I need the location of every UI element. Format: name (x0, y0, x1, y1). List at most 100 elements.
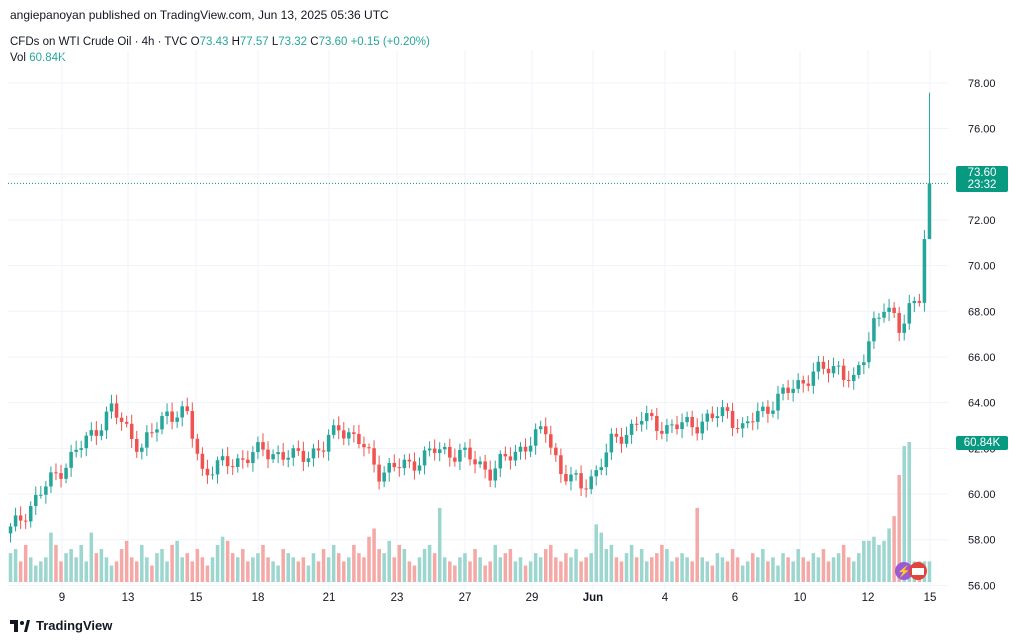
close-label: C (310, 36, 319, 48)
volume-bar (104, 557, 109, 582)
candle-body (124, 421, 129, 424)
candle-body (442, 446, 447, 450)
volume-bar (609, 544, 614, 582)
price-tick-label: 60.00 (968, 489, 996, 501)
candle-body (59, 473, 63, 479)
volume-bar (437, 507, 442, 582)
volume-bar (857, 553, 861, 582)
ohlc-legend-row: CFDs on WTI Crude Oil · 4h · TVC O73.43 … (10, 34, 430, 50)
volume-bar (589, 553, 593, 582)
volume-bar (225, 540, 230, 582)
volume-bar (473, 549, 477, 582)
price-tick-label: 56.00 (968, 580, 996, 592)
volume-bar (372, 528, 376, 582)
candle-body (695, 427, 699, 434)
candle-body (256, 442, 260, 453)
candle-body (690, 416, 694, 428)
volume-bar (387, 540, 391, 582)
volume-bar (453, 565, 457, 582)
volume-bar (508, 549, 513, 582)
volume-bar (862, 540, 866, 582)
candle-body (165, 411, 169, 417)
candle-body (114, 403, 119, 418)
volume-legend-row: Vol 60.84K (10, 50, 430, 66)
candle-body (69, 451, 73, 468)
candle-body (160, 416, 164, 430)
candle-body (912, 300, 917, 304)
candle-body (246, 459, 250, 464)
volume-bar (619, 561, 624, 582)
volume-bar (503, 553, 508, 582)
volume-bar (498, 557, 503, 582)
candle-body (301, 450, 306, 462)
change-value: +0.15 (+0.20%) (350, 36, 430, 48)
candle-body (200, 453, 205, 469)
volume-bar (39, 561, 43, 582)
volume-bar (761, 549, 765, 582)
candle-body (392, 462, 397, 468)
candle-body (831, 366, 836, 374)
candle-body (448, 446, 452, 458)
volume-bar (806, 561, 811, 582)
time-tick-label: 4 (662, 592, 669, 604)
candle-body (750, 421, 755, 423)
candle-body (796, 380, 800, 389)
price-chart[interactable]: 78.0076.0074.0072.0070.0068.0066.0064.00… (0, 0, 1024, 610)
volume-bar (352, 544, 356, 582)
volume-bar (397, 544, 402, 582)
volume-bar (230, 553, 235, 582)
candle-body (543, 426, 548, 435)
candle-body (79, 448, 83, 450)
candle-body (210, 474, 215, 476)
volume-bar (533, 553, 538, 582)
volume-bar (564, 553, 568, 582)
candle-body (195, 438, 200, 454)
volume-bar (468, 561, 472, 582)
candle-body (225, 456, 230, 467)
candle-body (821, 361, 826, 369)
candle-body (549, 434, 553, 448)
candle-body (816, 361, 821, 372)
candle-body (720, 407, 725, 417)
volume-bar (210, 557, 215, 582)
candle-body (402, 459, 407, 469)
candle-body (129, 423, 134, 439)
candle-body (644, 413, 649, 422)
candle-body (266, 449, 270, 460)
open-value: 73.43 (199, 36, 229, 48)
volume-bar (867, 540, 871, 582)
volume-bar (816, 557, 821, 582)
candle-body (316, 448, 321, 451)
volume-bar (735, 557, 740, 582)
candle-body (650, 413, 654, 416)
volume-bar (28, 557, 33, 582)
candle-body (766, 406, 770, 414)
volume-bar (811, 553, 816, 582)
volume-bar (109, 565, 114, 582)
candle-body (190, 411, 195, 439)
candle-body (220, 456, 225, 461)
volume-tag: 60.84K (956, 436, 1008, 450)
volume-bar (786, 557, 790, 582)
event-icons: ⚡ (895, 562, 927, 580)
candle-body (387, 462, 391, 473)
candle-body (730, 410, 735, 428)
volume-bar (644, 561, 649, 582)
time-tick-label: 15 (190, 592, 203, 604)
candle-body (639, 421, 644, 425)
volume-bar (407, 561, 412, 582)
volume-bar (549, 544, 553, 582)
candle-body (811, 371, 816, 386)
candle-body (498, 453, 503, 469)
volume-bar (427, 544, 432, 582)
volume-bar (251, 557, 255, 582)
volume-bar (266, 557, 270, 582)
candle-body (655, 415, 659, 431)
candle-body (589, 476, 593, 490)
volume-bar (261, 544, 265, 582)
volume-bar (124, 540, 129, 582)
volume-bar (685, 557, 689, 582)
candle-body (468, 447, 472, 460)
footer-brand[interactable]: TradingView (10, 618, 112, 633)
volume-bar (579, 561, 583, 582)
